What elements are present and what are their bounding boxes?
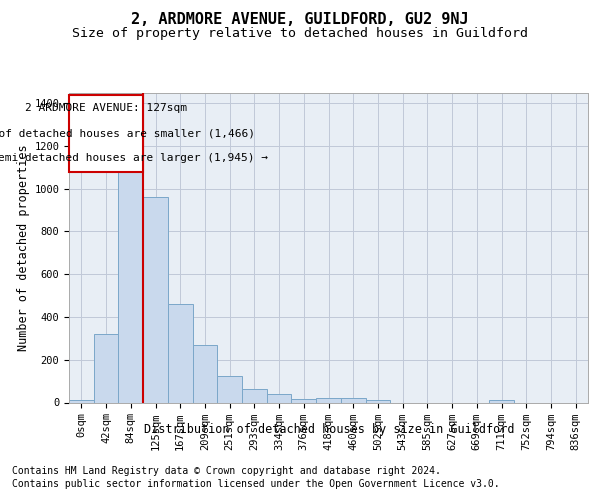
Bar <box>217 376 242 402</box>
Text: Size of property relative to detached houses in Guildford: Size of property relative to detached ho… <box>72 28 528 40</box>
Bar <box>341 398 365 402</box>
Text: Contains public sector information licensed under the Open Government Licence v3: Contains public sector information licen… <box>12 479 500 489</box>
Bar <box>168 304 193 402</box>
Text: 2, ARDMORE AVENUE, GUILDFORD, GU2 9NJ: 2, ARDMORE AVENUE, GUILDFORD, GU2 9NJ <box>131 12 469 28</box>
Text: Contains HM Land Registry data © Crown copyright and database right 2024.: Contains HM Land Registry data © Crown c… <box>12 466 441 476</box>
Bar <box>316 398 341 402</box>
Bar <box>143 198 168 402</box>
Bar <box>365 400 390 402</box>
Text: ← 43% of detached houses are smaller (1,466): ← 43% of detached houses are smaller (1,… <box>0 128 254 138</box>
Text: 57% of semi-detached houses are larger (1,945) →: 57% of semi-detached houses are larger (… <box>0 152 268 162</box>
Y-axis label: Number of detached properties: Number of detached properties <box>17 144 30 351</box>
Bar <box>267 394 292 402</box>
Bar <box>193 345 217 403</box>
Bar <box>242 388 267 402</box>
Text: Distribution of detached houses by size in Guildford: Distribution of detached houses by size … <box>143 422 514 436</box>
Bar <box>118 168 143 402</box>
Text: 2 ARDMORE AVENUE: 127sqm: 2 ARDMORE AVENUE: 127sqm <box>25 104 187 114</box>
Bar <box>94 334 118 402</box>
Bar <box>292 400 316 402</box>
Bar <box>69 400 94 402</box>
FancyBboxPatch shape <box>69 94 143 172</box>
Bar <box>489 400 514 402</box>
